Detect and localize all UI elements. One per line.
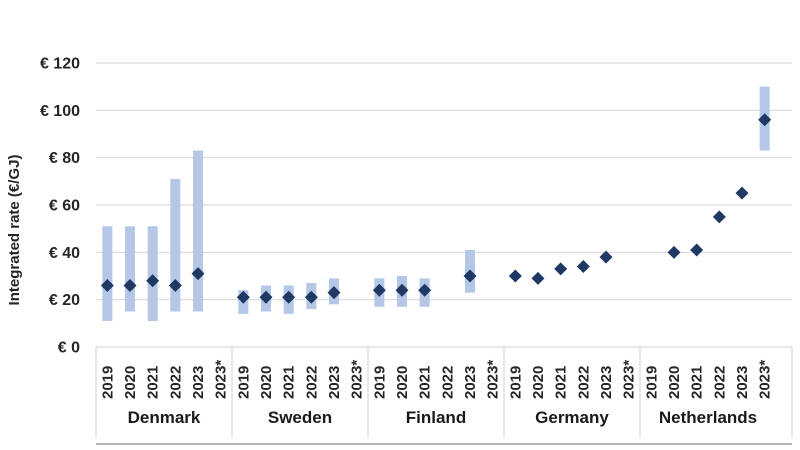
country-label: Netherlands <box>659 408 757 427</box>
rate-diamond <box>599 250 613 264</box>
year-tick-label: 2023 <box>734 366 751 399</box>
year-tick-label: 2023* <box>485 360 502 399</box>
country-label: Denmark <box>128 408 201 427</box>
rate-diamond <box>758 113 772 127</box>
rate-diamond <box>282 290 296 304</box>
year-tick-label: 2023* <box>349 360 366 399</box>
rate-diamond <box>146 274 160 288</box>
y-tick-label: € 40 <box>49 245 80 262</box>
year-tick-label: 2022 <box>167 366 184 399</box>
year-tick-label: 2021 <box>689 366 706 399</box>
year-tick-label: 2019 <box>371 366 388 399</box>
year-tick-label: 2022 <box>575 366 592 399</box>
year-tick-label: 2023* <box>757 360 774 399</box>
year-tick-label: 2023* <box>621 360 638 399</box>
rate-diamond <box>508 269 522 283</box>
rate-diamond <box>463 269 477 283</box>
range-bar <box>125 226 135 312</box>
year-tick-label: 2020 <box>666 366 683 399</box>
y-tick-label: € 60 <box>49 198 80 215</box>
rate-diamond <box>372 283 386 297</box>
country-label: Germany <box>535 408 609 427</box>
range-bar <box>102 226 113 321</box>
country-label: Finland <box>406 408 466 427</box>
year-tick-label: 2022 <box>711 366 728 399</box>
year-tick-label: 2020 <box>122 366 139 399</box>
y-tick-label: € 20 <box>49 292 80 309</box>
y-tick-label: € 120 <box>40 56 80 73</box>
year-tick-label: 2020 <box>394 366 411 399</box>
year-tick-label: 2019 <box>643 366 660 399</box>
rate-diamond <box>690 243 704 257</box>
rate-diamond <box>735 186 749 200</box>
rate-diamond <box>327 286 341 300</box>
year-tick-label: 2023 <box>598 366 615 399</box>
rate-diamond <box>236 290 250 304</box>
range-bar <box>193 150 203 312</box>
y-tick-label: € 100 <box>40 103 80 120</box>
rate-diamond <box>554 262 568 276</box>
y-tick-label: € 0 <box>58 340 80 357</box>
rate-diamond <box>304 290 318 304</box>
country-label: Sweden <box>268 408 332 427</box>
year-tick-label: 2019 <box>235 366 252 399</box>
rate-diamond <box>100 278 114 292</box>
rate-diamond <box>531 271 545 285</box>
year-tick-label: 2021 <box>553 366 570 399</box>
year-tick-label: 2020 <box>530 366 547 399</box>
rate-diamond <box>395 283 409 297</box>
year-tick-label: 2023 <box>190 366 207 399</box>
rate-diamond <box>191 267 205 281</box>
y-tick-label: € 80 <box>49 150 80 167</box>
year-tick-label: 2022 <box>303 366 320 399</box>
year-tick-label: 2023 <box>326 366 343 399</box>
rate-diamond <box>667 245 681 259</box>
rate-diamond <box>712 210 726 224</box>
year-tick-label: 2022 <box>439 366 456 399</box>
rate-diamond <box>168 278 182 292</box>
year-tick-label: 2019 <box>99 366 116 399</box>
year-tick-label: 2023* <box>213 360 230 399</box>
year-tick-label: 2021 <box>417 366 434 399</box>
range-bar <box>147 226 158 321</box>
rate-diamond <box>576 260 590 274</box>
year-tick-label: 2023 <box>462 366 479 399</box>
range-bar <box>170 178 181 312</box>
rate-diamond <box>418 283 432 297</box>
year-tick-label: 2019 <box>507 366 524 399</box>
year-tick-label: 2020 <box>258 366 275 399</box>
rate-diamond <box>259 290 273 304</box>
rate-diamond <box>123 278 137 292</box>
year-tick-label: 2021 <box>145 366 162 399</box>
year-tick-label: 2021 <box>281 366 298 399</box>
